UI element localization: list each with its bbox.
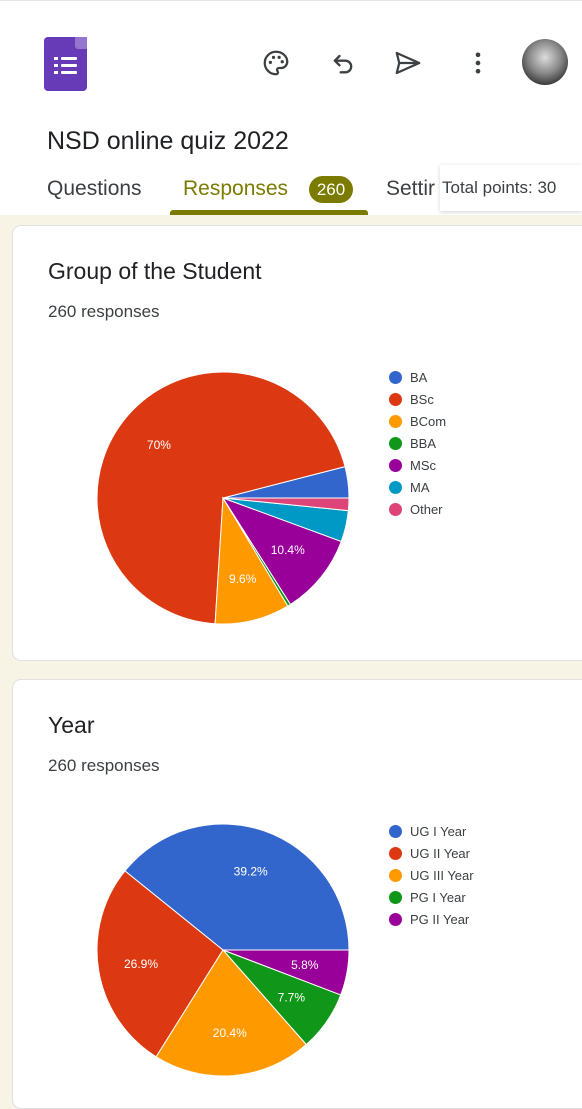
logo-bullet [54, 71, 58, 74]
legend-swatch [389, 414, 402, 428]
send-icon[interactable] [390, 45, 426, 81]
legend-item: Other [389, 498, 446, 520]
avatar[interactable] [522, 39, 568, 85]
legend-item: UG I Year [389, 820, 474, 842]
response-count: 260 responses [48, 302, 160, 321]
legend-item: BCom [389, 410, 446, 432]
legend-swatch [389, 502, 402, 516]
legend-item: PG II Year [389, 908, 474, 930]
question-title: Group of the Student [48, 258, 262, 284]
pie-slice-other[interactable] [222, 497, 350, 512]
legend-item: UG III Year [389, 864, 474, 886]
question-title: Year [48, 712, 95, 738]
legend-item: MA [389, 476, 446, 498]
tab-settings[interactable]: Settir [386, 177, 436, 200]
chart-legend: UG I Year UG II Year UG III Year PG I Year P… [389, 820, 474, 930]
pie-data-label: 39.2% [234, 865, 268, 879]
legend-label: UG III Year [410, 867, 474, 883]
pie-slice-ug-ii-year[interactable] [96, 870, 224, 1058]
legend-label: MA [410, 479, 430, 495]
undo-icon[interactable] [325, 45, 361, 81]
legend-label: UG I Year [410, 823, 467, 839]
legend-swatch [389, 912, 402, 926]
tab-responses[interactable]: Responses [183, 177, 289, 200]
legend-label: MSc [410, 457, 436, 473]
pie-data-label: 20.4% [213, 1026, 247, 1040]
pie-data-label: 7.7% [278, 990, 306, 1004]
pie-slice-bsc[interactable] [96, 371, 346, 625]
legend-swatch [389, 824, 402, 838]
logo-line [61, 64, 77, 67]
legend-label: UG II Year [410, 845, 470, 861]
legend-swatch [389, 458, 402, 472]
pie-data-label: 5.8% [291, 958, 319, 972]
logo-bullet [54, 57, 58, 60]
pie-data-label: 26.9% [124, 957, 158, 971]
palette-icon[interactable] [258, 45, 294, 81]
legend-label: PG I Year [410, 889, 466, 905]
legend-item: UG II Year [389, 842, 474, 864]
legend-label: BCom [410, 413, 447, 429]
legend-swatch [389, 392, 402, 406]
legend-swatch [389, 868, 402, 882]
question-summary-card: Year 260 responses 39.2% 26.9% 20.4% 7.7% 5.… [12, 679, 582, 1109]
legend-label: BA [410, 369, 428, 385]
pie-slice-msc[interactable] [221, 497, 342, 606]
form-title: NSD online quiz 2022 [47, 127, 289, 155]
legend-label: BSc [410, 391, 434, 407]
pie-slice-ug-i-year[interactable] [124, 823, 350, 951]
pie-data-label: 10.4% [271, 543, 305, 557]
forms-logo[interactable] [44, 37, 87, 91]
pie-chart: 70% 9.6% 10.4% [96, 371, 350, 625]
chart-legend: BA BSc BCom BBA MSc MA Other [389, 366, 446, 520]
legend-swatch [389, 480, 402, 494]
question-summary-card: Group of the Student 260 responses 70% 9.… [12, 225, 582, 661]
legend-swatch [389, 846, 402, 860]
pie-slice-bcom[interactable] [214, 496, 289, 625]
legend-item: BBA [389, 432, 446, 454]
pie-slice-ug-iii-year[interactable] [155, 949, 308, 1077]
pie-slice-pg-ii-year[interactable] [222, 949, 350, 996]
logo-fold [75, 37, 87, 49]
legend-swatch [389, 436, 402, 450]
pie-data-label: 70% [147, 438, 171, 452]
legend-item: PG I Year [389, 886, 474, 908]
legend-label: Other [410, 501, 443, 517]
legend-item: MSc [389, 454, 446, 476]
legend-item: BA [389, 366, 446, 388]
logo-bullet [54, 64, 58, 67]
responses-count-badge: 260 [309, 176, 353, 203]
logo-line [61, 57, 77, 60]
pie-data-label: 9.6% [229, 572, 257, 586]
legend-swatch [389, 370, 402, 384]
app-header: NSD online quiz 2022 Questions Responses… [0, 0, 582, 215]
legend-label: PG II Year [410, 911, 470, 927]
active-tab-indicator [170, 210, 368, 215]
legend-swatch [389, 890, 402, 904]
total-points-tooltip: Total points: 30 [440, 165, 582, 211]
legend-label: BBA [410, 435, 437, 451]
legend-item: BSc [389, 388, 446, 410]
tab-questions[interactable]: Questions [47, 177, 142, 200]
pie-chart: 39.2% 26.9% 20.4% 7.7% 5.8% [96, 823, 350, 1077]
response-count: 260 responses [48, 756, 160, 775]
more-vert-icon[interactable] [460, 45, 496, 81]
logo-line [61, 71, 77, 74]
